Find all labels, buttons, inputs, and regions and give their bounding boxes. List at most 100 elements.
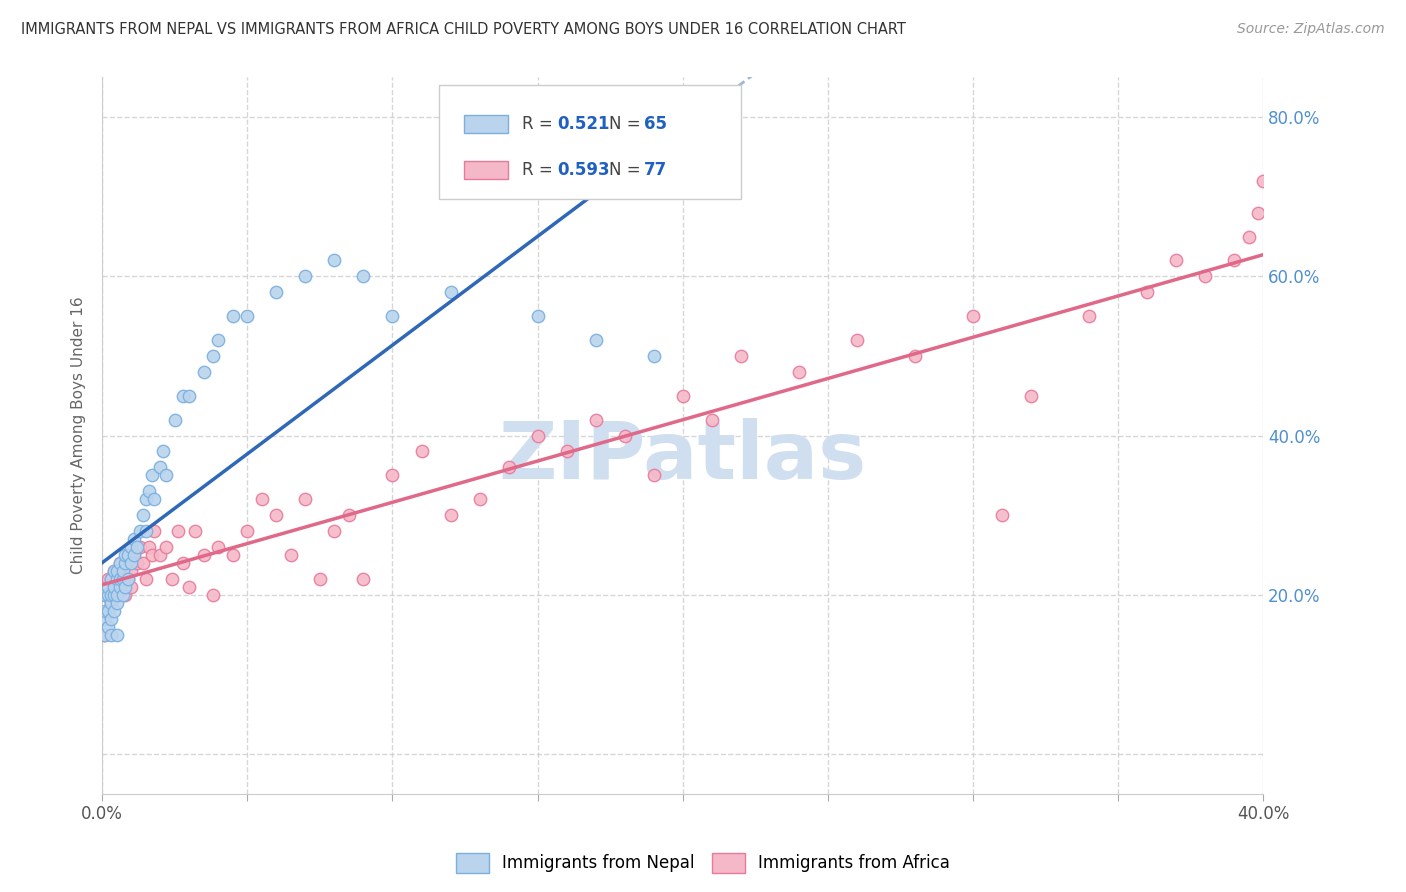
Point xyxy=(105,572,128,586)
Point xyxy=(111,572,134,586)
Point xyxy=(105,588,128,602)
Point xyxy=(103,564,125,578)
Point xyxy=(201,349,224,363)
Point xyxy=(439,285,461,300)
Point xyxy=(160,572,183,586)
Text: 77: 77 xyxy=(644,161,666,179)
Point xyxy=(94,588,117,602)
Point xyxy=(132,556,155,570)
Point xyxy=(904,349,927,363)
Point xyxy=(1194,269,1216,284)
Point xyxy=(555,444,578,458)
Point xyxy=(100,572,122,586)
Point xyxy=(138,484,160,499)
Point xyxy=(672,389,695,403)
Point xyxy=(93,627,115,641)
Point xyxy=(97,619,120,633)
Point xyxy=(114,580,136,594)
FancyBboxPatch shape xyxy=(464,115,508,133)
Point xyxy=(700,412,723,426)
Point xyxy=(100,588,122,602)
Point xyxy=(117,572,139,586)
Point xyxy=(97,588,120,602)
Point xyxy=(141,548,163,562)
Point xyxy=(1136,285,1159,300)
Point xyxy=(323,524,346,538)
Point xyxy=(120,564,142,578)
Text: N =: N = xyxy=(609,115,645,133)
Point xyxy=(117,556,139,570)
Point xyxy=(526,428,548,442)
Point xyxy=(173,389,195,403)
Point xyxy=(103,580,125,594)
Point xyxy=(100,596,122,610)
Point xyxy=(468,492,491,507)
Point xyxy=(643,468,665,483)
Point xyxy=(266,285,288,300)
Point xyxy=(643,349,665,363)
Point xyxy=(108,556,131,570)
Point xyxy=(1166,253,1188,268)
Point xyxy=(100,596,122,610)
Point xyxy=(105,572,128,586)
FancyBboxPatch shape xyxy=(439,85,741,199)
Point xyxy=(526,309,548,323)
Point xyxy=(411,444,433,458)
Point xyxy=(105,588,128,602)
Point xyxy=(135,524,157,538)
Point xyxy=(152,444,174,458)
Point xyxy=(179,580,201,594)
Text: 0.593: 0.593 xyxy=(557,161,609,179)
Point xyxy=(787,365,810,379)
Point xyxy=(323,253,346,268)
Point xyxy=(1246,205,1268,219)
Point xyxy=(122,532,145,546)
Point xyxy=(117,548,139,562)
Point xyxy=(613,428,636,442)
Point xyxy=(266,508,288,523)
Point xyxy=(337,508,360,523)
Point xyxy=(120,540,142,554)
Point xyxy=(207,333,229,347)
Point xyxy=(201,588,224,602)
Point xyxy=(120,580,142,594)
Point xyxy=(97,604,120,618)
Point xyxy=(94,627,117,641)
Point xyxy=(236,309,259,323)
Point xyxy=(97,588,120,602)
Point xyxy=(129,540,152,554)
Text: N =: N = xyxy=(609,161,645,179)
Point xyxy=(141,468,163,483)
Point xyxy=(97,572,120,586)
Point xyxy=(94,604,117,618)
Point xyxy=(193,365,215,379)
Point xyxy=(353,572,375,586)
Point xyxy=(991,508,1014,523)
Point xyxy=(143,492,166,507)
Point xyxy=(122,548,145,562)
Point xyxy=(1237,229,1260,244)
Point xyxy=(100,588,122,602)
Point xyxy=(114,548,136,562)
Point xyxy=(179,389,201,403)
Text: 0.521: 0.521 xyxy=(557,115,609,133)
Point xyxy=(103,604,125,618)
Point xyxy=(1078,309,1101,323)
Point xyxy=(163,412,186,426)
Point xyxy=(1019,389,1042,403)
Point xyxy=(294,492,316,507)
Text: IMMIGRANTS FROM NEPAL VS IMMIGRANTS FROM AFRICA CHILD POVERTY AMONG BOYS UNDER 1: IMMIGRANTS FROM NEPAL VS IMMIGRANTS FROM… xyxy=(21,22,905,37)
Point xyxy=(149,460,172,475)
Point xyxy=(132,508,155,523)
Point xyxy=(149,548,172,562)
Text: Source: ZipAtlas.com: Source: ZipAtlas.com xyxy=(1237,22,1385,37)
Point xyxy=(114,588,136,602)
Point xyxy=(381,468,404,483)
Point xyxy=(381,309,404,323)
Point xyxy=(498,460,520,475)
Point xyxy=(845,333,868,347)
Point xyxy=(108,572,131,586)
Point xyxy=(114,572,136,586)
Point xyxy=(184,524,207,538)
Text: R =: R = xyxy=(522,161,558,179)
